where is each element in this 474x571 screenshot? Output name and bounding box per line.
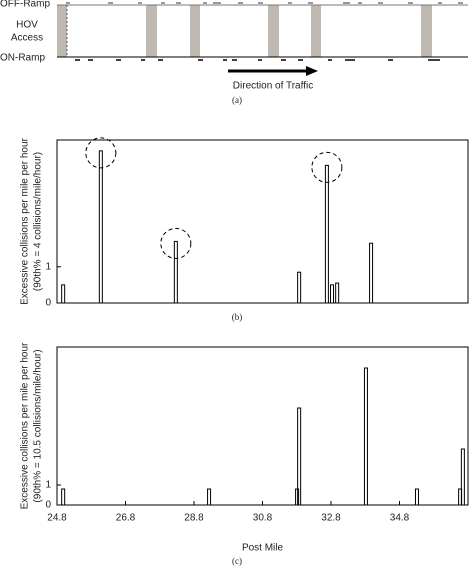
y-tick-label: 1: [45, 480, 51, 491]
hov-zone: [57, 5, 67, 57]
hov-zone: [421, 5, 432, 57]
y-axis-label: (90th% = 10.5 collisions/mile/hour): [33, 349, 44, 502]
panel-a: OFF-Ramp HOV Access ON-Ramp Direction of…: [0, 0, 468, 105]
spike: [61, 488, 66, 506]
spike: [61, 284, 66, 304]
spike: [173, 240, 178, 304]
off-ramp-label: OFF-Ramp: [0, 0, 50, 10]
spike: [330, 284, 335, 304]
spike: [324, 164, 329, 304]
x-tick-label: 28.8: [184, 513, 204, 524]
access-label: Access: [11, 33, 43, 44]
spike: [297, 271, 302, 304]
highlight-circle: [311, 151, 343, 183]
x-tick-label: 26.8: [116, 513, 136, 524]
hov-zone: [311, 5, 321, 57]
arrow-label: Direction of Traffic: [233, 81, 313, 92]
spike: [414, 488, 419, 506]
x-tick-label: 32.8: [321, 513, 341, 524]
hov-zone: [146, 5, 157, 57]
spike: [335, 282, 340, 304]
spike: [369, 242, 374, 304]
y-axis-label: (90th% = 4 collisions/mile/hour): [33, 152, 44, 291]
arrow-head: [306, 66, 318, 76]
hov-label: HOV: [16, 20, 38, 31]
y-tick-label: 1: [45, 261, 51, 272]
plot-frame: [56, 139, 469, 304]
spike: [98, 150, 103, 304]
spike: [363, 367, 368, 506]
highlight-circle: [160, 227, 192, 259]
plot-frame: [56, 346, 469, 506]
y-axis-label: Excessive collisions per mile per hour: [20, 342, 31, 509]
y-axis-label: Excessive collisions per mile per hour: [20, 137, 31, 304]
caption: (c): [232, 556, 242, 566]
spike: [460, 448, 465, 506]
x-tick-label: 30.8: [253, 513, 273, 524]
caption: (a): [232, 95, 242, 105]
spike: [295, 488, 300, 506]
x-axis-label: Post Mile: [242, 543, 284, 554]
y-tick-label: 0: [45, 298, 51, 309]
y-tick-label: 0: [45, 500, 51, 511]
highlight-circle: [85, 137, 117, 169]
hov-zone: [190, 5, 200, 57]
x-tick-label: 24.8: [47, 513, 67, 524]
hov-zone: [268, 5, 279, 57]
caption: (b): [232, 312, 243, 322]
spike: [207, 488, 212, 506]
spike: [297, 407, 302, 506]
x-tick-label: 34.8: [390, 513, 410, 524]
on-ramp-label: ON-Ramp: [0, 53, 45, 64]
